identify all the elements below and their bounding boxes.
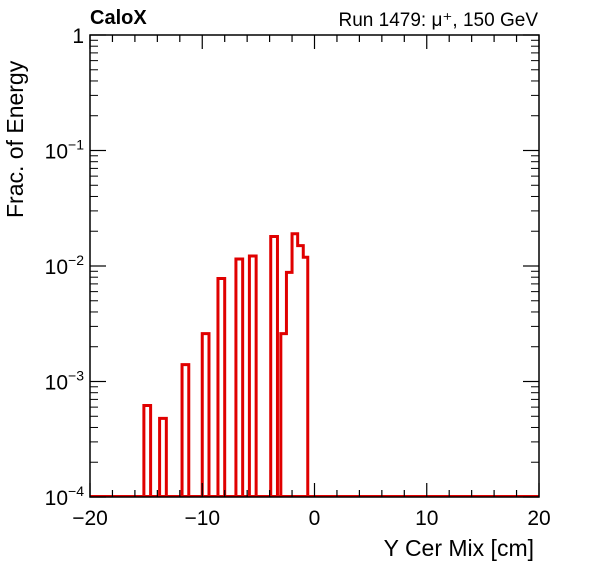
y-tick-label: 1 (72, 25, 84, 48)
y-axis-label: Frac. of Energy (2, 60, 28, 218)
x-tick-label: −10 (184, 507, 220, 530)
run-info: Run 1479: μ⁺, 150 GeV (338, 10, 539, 31)
y-tick-label: 10−3 (45, 368, 85, 395)
plot-frame (89, 34, 540, 498)
histogram-bin (298, 246, 304, 497)
x-tick-label: −20 (72, 507, 108, 530)
y-tick-label: 10−1 (45, 137, 85, 164)
y-tick-label: 10−2 (45, 252, 85, 279)
x-tick-label: 20 (527, 507, 550, 530)
experiment-title: CaloX (90, 7, 147, 29)
x-tick-label: 10 (415, 507, 438, 530)
y-tick-label: 10−4 (45, 483, 85, 510)
histogram-series-line (142, 232, 310, 497)
x-tick-label: 0 (309, 507, 321, 530)
x-axis-label: Y Cer Mix [cm] (383, 535, 534, 561)
